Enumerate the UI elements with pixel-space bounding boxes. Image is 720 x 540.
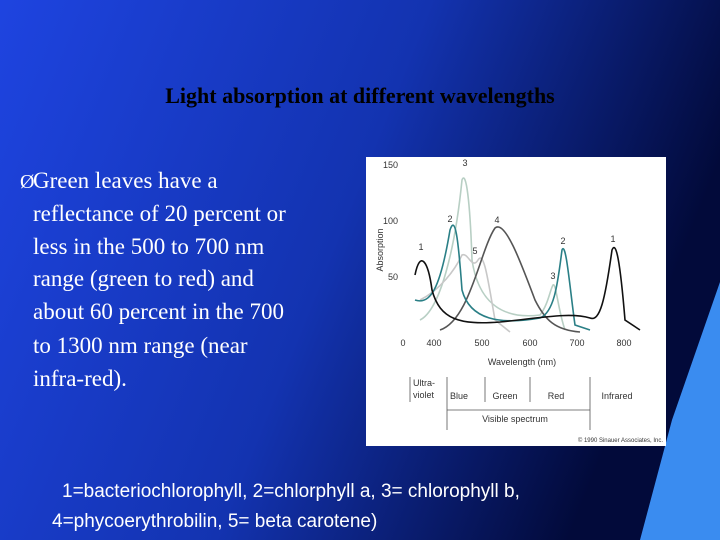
spectrum-label: Blue	[450, 391, 468, 401]
bullet-line: infra-red).	[33, 366, 127, 391]
figure-panel	[366, 157, 666, 446]
bullet-line: less in the 500 to 700 nm	[33, 234, 264, 259]
spectrum-label: Visible spectrum	[482, 414, 548, 424]
spectrum-label: Infrared	[601, 391, 632, 401]
spectrum-label: violet	[413, 390, 435, 400]
slide-title: Light absorption at different wavelength…	[165, 83, 555, 108]
curve	[419, 253, 511, 333]
x-tick-label: 800	[616, 338, 631, 348]
bullet-marker: Ø	[20, 171, 34, 193]
caption-line: 1=bacteriochlorophyll, 2=chlorphyll a, 3…	[62, 481, 520, 502]
curve	[439, 226, 581, 333]
x-tick-label: 700	[569, 338, 584, 348]
accent-stripe	[640, 282, 720, 540]
x-axis-label: Wavelength (nm)	[488, 357, 556, 367]
spectrum-label: Green	[492, 391, 517, 401]
y-tick-label: 100	[383, 216, 398, 226]
bullet-text: Green leaves have a reflectance of 20 pe…	[33, 168, 286, 391]
spectrum-label: Red	[548, 391, 565, 401]
bullet-line: to 1300 nm range (near	[33, 333, 248, 358]
curve-label: 5	[472, 246, 477, 256]
curve-label: 2	[560, 236, 565, 246]
x-tick-label: 400	[426, 338, 441, 348]
bullet-line: reflectance of 20 percent or	[33, 201, 286, 226]
curve	[414, 224, 591, 331]
bullet-line: about 60 percent in the 700	[33, 299, 284, 324]
curves	[414, 177, 641, 333]
figure: Absorption 150 100 50 0 400 500 600 700 …	[366, 157, 666, 446]
y-axis-label: Absorption	[375, 228, 385, 271]
x-tick-label: 600	[522, 338, 537, 348]
y-tick-label: 50	[388, 272, 398, 282]
curve-label: 4	[494, 215, 499, 225]
bullet-line: range (green to red) and	[33, 266, 254, 291]
curve-label: 3	[550, 271, 555, 281]
caption-line: 4=phycoerythrobilin, 5= beta carotene)	[52, 511, 377, 532]
bullet-line: Green leaves have a	[33, 168, 218, 193]
curve-label: 1	[610, 234, 615, 244]
curve-label: 1	[418, 242, 423, 252]
x-tick-label: 500	[474, 338, 489, 348]
spectrum-dividers	[409, 377, 591, 430]
figure-credit: © 1990 Sinauer Associates, Inc.	[578, 437, 663, 444]
y-tick-label: 0	[400, 338, 405, 348]
curve-label: 3	[462, 158, 467, 168]
curve	[414, 246, 641, 331]
y-tick-label: 150	[383, 160, 398, 170]
spectrum-label: Ultra-	[413, 378, 435, 388]
curve-label: 2	[447, 214, 452, 224]
